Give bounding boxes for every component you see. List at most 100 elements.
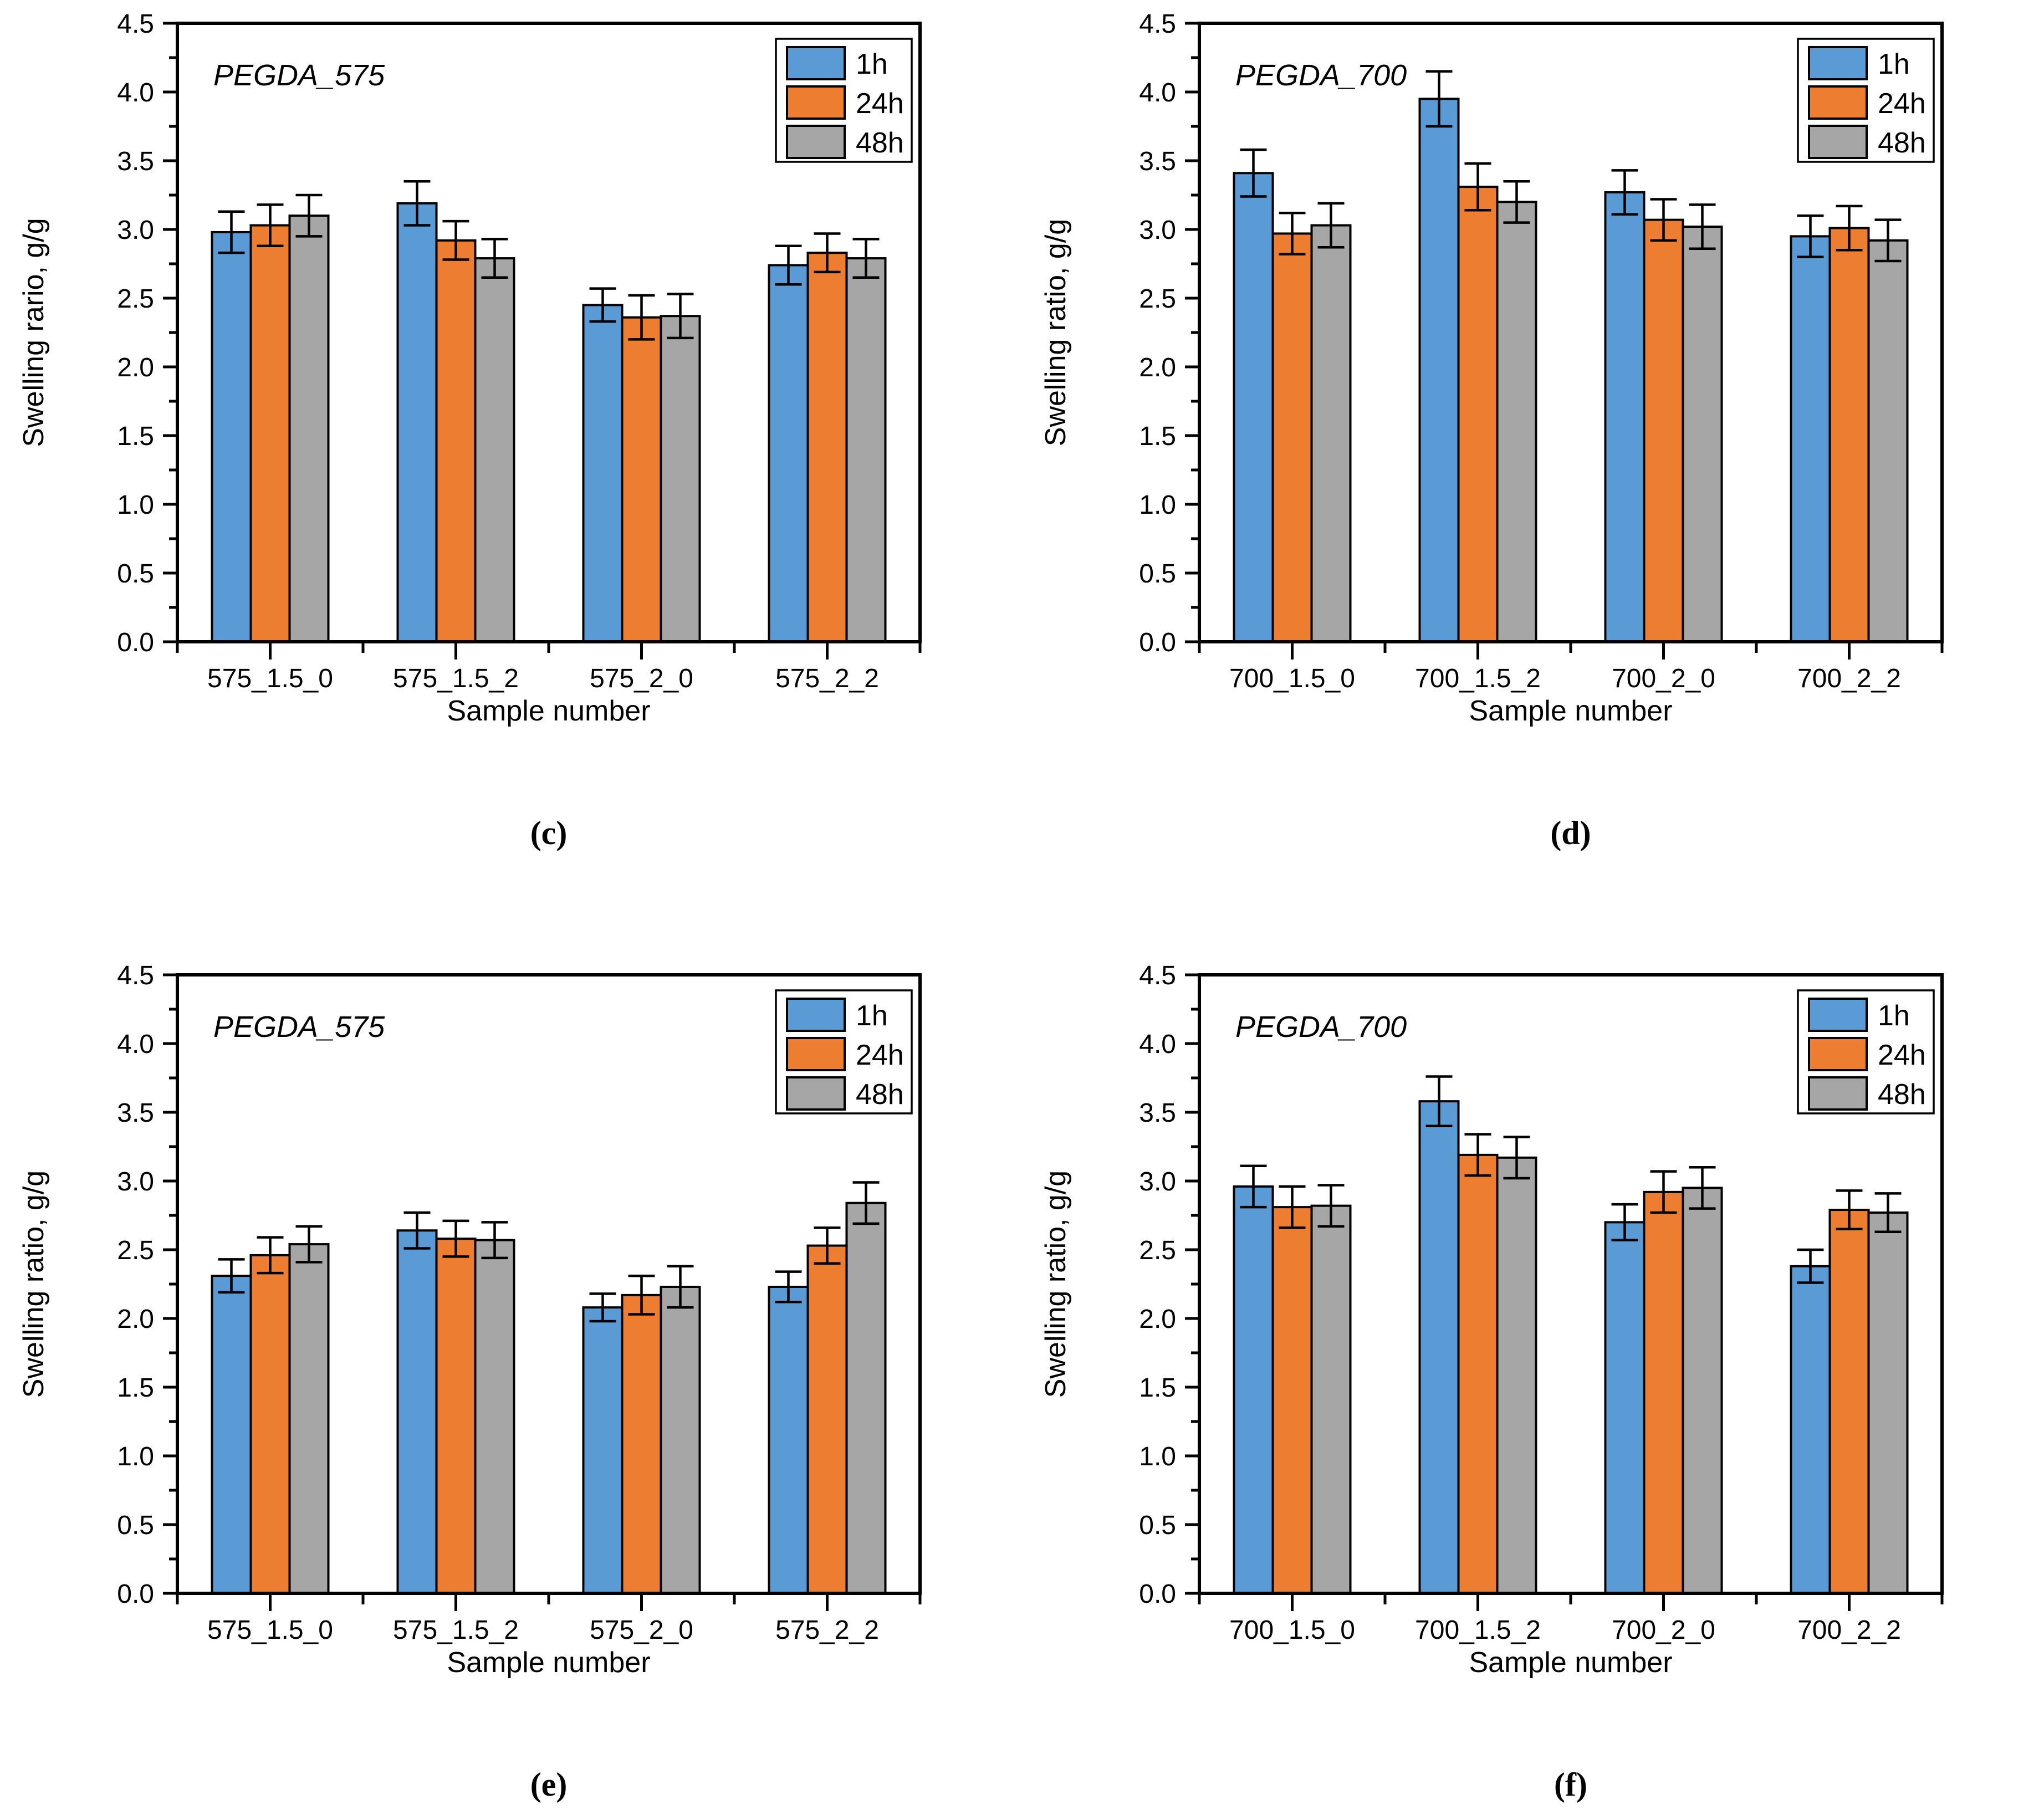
bar-c-575_1.5_2-24h (435, 239, 477, 643)
chart-title: PEGDA_575 (213, 59, 385, 92)
legend-swatch-24h (786, 1037, 846, 1071)
chart-title: PEGDA_575 (213, 1010, 385, 1044)
bar-c-575_2_0-48h (660, 315, 701, 643)
x-axis-title: Sample number (1469, 695, 1672, 727)
chart-f: 0.0 0.5 1.0 1.5 2.0 2.5 3.0 3.5 4.0 4.5 700_1.5_0 7… (1022, 910, 2044, 1820)
chart-c: 0.0 0.5 1.0 1.5 2.0 2.5 3.0 3.5 4.0 4.5 575_1.5_0 5… (0, 0, 1022, 910)
legend-label: 24h (856, 1039, 904, 1071)
panel-e: 0.0 0.5 1.0 1.5 2.0 2.5 3.0 3.5 4.0 4.5 575_1.5_0 5… (0, 910, 1022, 1820)
y-tick-label: 3.0 (117, 1167, 154, 1197)
legend-label: 1h (1878, 48, 1910, 80)
x-tick-label: 575_2_2 (775, 1615, 879, 1645)
y-tick-label: 1.0 (117, 1442, 154, 1471)
bar-d-700_1.5_0-48h (1310, 224, 1352, 643)
y-tick-label: 3.5 (117, 147, 154, 176)
x-tick-label: 575_2_0 (590, 664, 693, 693)
bar-c-575_1.5_0-24h (249, 224, 291, 643)
legend-label: 48h (856, 1078, 904, 1111)
y-tick-label: 2.0 (117, 353, 154, 382)
x-tick-label: 575_2_2 (775, 664, 879, 693)
bar-d-700_2_0-24h (1643, 218, 1684, 643)
bar-c-575_1.5_0-48h (288, 214, 330, 643)
bar-e-575_2_0-1h (582, 1306, 624, 1594)
x-tick-label: 700_1.5_0 (1229, 664, 1355, 693)
y-tick-label: 1.0 (1139, 490, 1176, 520)
bar-f-700_2_0-1h (1604, 1221, 1646, 1594)
bar-d-700_1.5_0-1h (1233, 172, 1274, 643)
x-tick-label: 700_1.5_2 (1415, 1615, 1541, 1645)
x-tick-label: 700_1.5_2 (1415, 664, 1541, 693)
x-tick-label: 700_2_0 (1612, 664, 1715, 693)
legend-label: 48h (1878, 1078, 1926, 1111)
bar-d-700_2_2-1h (1790, 235, 1831, 643)
x-axis-title: Sample number (447, 695, 650, 727)
x-tick-label: 700_2_2 (1797, 1615, 1901, 1645)
bar-e-575_1.5_0-24h (249, 1254, 291, 1594)
bar-e-575_1.5_2-1h (396, 1229, 438, 1594)
bar-c-575_1.5_0-1h (211, 231, 252, 643)
x-tick-label: 575_1.5_2 (393, 1615, 519, 1645)
bar-d-700_2_2-48h (1867, 239, 1909, 643)
panel-letter: (f) (1554, 1766, 1587, 1803)
y-tick-label: 0.5 (117, 1511, 154, 1540)
bar-d-700_1.5_2-48h (1496, 201, 1537, 643)
bar-d-700_1.5_2-1h (1418, 98, 1460, 643)
y-tick-label: 2.5 (117, 1236, 154, 1265)
legend-label: 1h (856, 48, 888, 80)
panel-c: 0.0 0.5 1.0 1.5 2.0 2.5 3.0 3.5 4.0 4.5 575_1.5_0 5… (0, 0, 1022, 910)
legend-swatch-1h (786, 46, 846, 80)
bar-f-700_2_2-24h (1828, 1209, 1870, 1594)
bar-e-575_2_2-48h (845, 1202, 887, 1594)
legend-label: 1h (1878, 1000, 1910, 1032)
y-tick-label: 2.5 (1139, 1236, 1176, 1265)
y-tick-label: 2.0 (1139, 353, 1176, 382)
y-tick-label: 3.0 (1139, 1167, 1176, 1197)
chart-e: 0.0 0.5 1.0 1.5 2.0 2.5 3.0 3.5 4.0 4.5 575_1.5_0 5… (0, 910, 1022, 1820)
x-axis-title: Sample number (1469, 1647, 1672, 1679)
panel-letter: (e) (530, 1766, 568, 1803)
bar-f-700_2_2-1h (1790, 1265, 1831, 1594)
legend-label: 24h (856, 88, 904, 120)
y-tick-label: 0.0 (1139, 628, 1176, 657)
y-axis-title: Swelling ratio, g/g (1040, 219, 1072, 446)
y-axis-title: Swelling rario, g/g (18, 218, 50, 447)
plot-border (1198, 22, 1944, 643)
y-tick-label: 0.0 (1139, 1579, 1176, 1609)
y-tick-label: 1.5 (1139, 1373, 1176, 1403)
bar-f-700_1.5_0-1h (1233, 1185, 1274, 1595)
bar-c-575_2_0-24h (621, 316, 662, 643)
y-tick-label: 4.0 (117, 78, 154, 108)
y-tick-label: 0.5 (1139, 1511, 1176, 1540)
bar-e-575_1.5_2-24h (435, 1238, 477, 1594)
chart-d: 0.0 0.5 1.0 1.5 2.0 2.5 3.0 3.5 4.0 4.5 700_1.5_0 7… (1022, 0, 2044, 910)
x-tick-label: 575_1.5_0 (207, 664, 333, 693)
y-tick-label: 3.0 (117, 216, 154, 245)
bar-c-575_2_0-1h (582, 304, 624, 643)
y-tick-label: 3.5 (1139, 1098, 1176, 1128)
bar-e-575_1.5_0-1h (211, 1275, 252, 1594)
x-tick-label: 700_2_2 (1797, 664, 1901, 693)
legend-swatch-1h (1808, 46, 1868, 80)
legend-swatch-24h (1808, 1037, 1868, 1071)
bar-c-575_1.5_2-1h (396, 202, 438, 643)
legend-swatch-48h (1808, 1076, 1868, 1111)
y-tick-label: 2.5 (117, 284, 154, 314)
legend-swatch-24h (1808, 85, 1868, 120)
legend-swatch-48h (786, 1076, 846, 1111)
panel-f: 0.0 0.5 1.0 1.5 2.0 2.5 3.0 3.5 4.0 4.5 700_1.5_0 7… (1022, 910, 2044, 1820)
bar-f-700_2_0-24h (1643, 1190, 1684, 1594)
y-tick-label: 4.0 (1139, 1030, 1176, 1059)
y-tick-label: 1.0 (117, 490, 154, 520)
bar-d-700_2_0-1h (1604, 191, 1646, 643)
plot-border (1198, 973, 1944, 1595)
panel-letter: (c) (530, 815, 568, 851)
y-tick-label: 0.0 (117, 1579, 154, 1609)
y-tick-label: 2.0 (1139, 1305, 1176, 1334)
chart-title: PEGDA_700 (1235, 59, 1407, 92)
bar-e-575_1.5_0-48h (288, 1243, 330, 1594)
x-tick-label: 575_1.5_2 (393, 664, 519, 693)
bar-c-575_1.5_2-48h (474, 257, 515, 643)
y-tick-label: 2.5 (1139, 284, 1176, 314)
y-tick-label: 0.5 (117, 559, 154, 589)
bar-c-575_2_2-24h (806, 252, 848, 643)
